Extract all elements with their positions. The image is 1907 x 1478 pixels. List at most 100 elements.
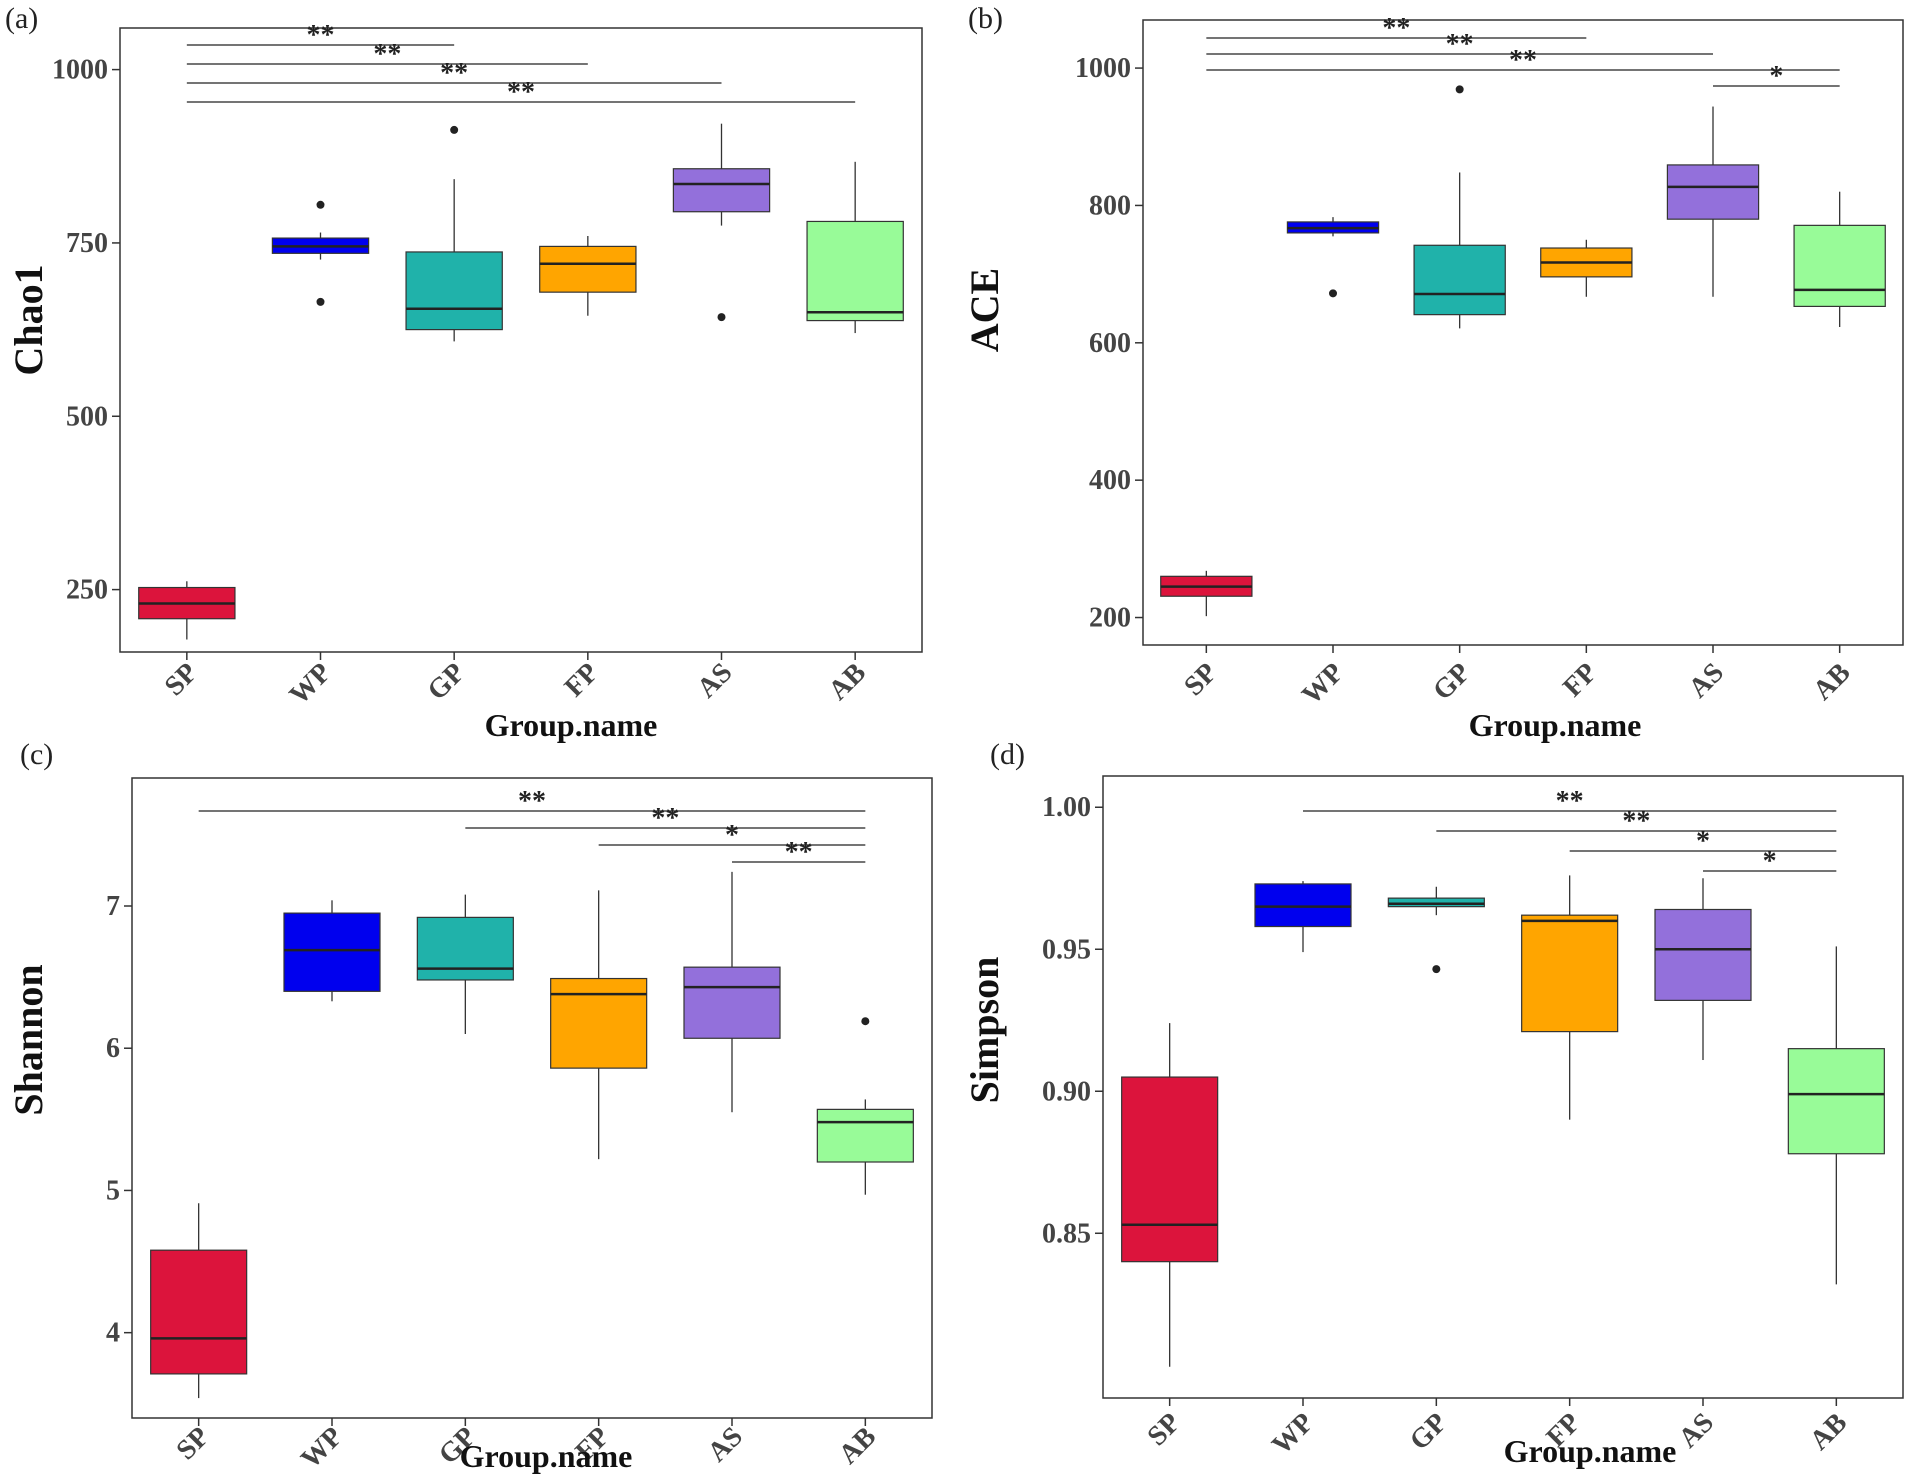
- box-body: [416, 916, 514, 981]
- box-GP: [1387, 886, 1485, 974]
- significance-bar: **: [1206, 29, 1713, 60]
- x-tick-label: FP: [559, 657, 605, 703]
- box-body: [672, 168, 771, 213]
- y-tick-label: 0.95: [1042, 934, 1091, 965]
- y-axis-title: Simpson: [962, 957, 1007, 1104]
- box-body: [683, 966, 781, 1039]
- box-SP: [150, 1203, 248, 1399]
- y-axis-title: Chao1: [6, 264, 51, 375]
- significance-bar: **: [186, 20, 455, 51]
- box-body: [1654, 908, 1752, 1001]
- box-body: [1666, 164, 1760, 220]
- significance-bar: **: [186, 77, 856, 108]
- box-body: [806, 220, 904, 322]
- x-axis-title: Group.name: [1469, 707, 1642, 743]
- x-tick-label: AB: [823, 657, 872, 706]
- x-axis-title: Group.name: [460, 1438, 633, 1474]
- y-tick-label: 600: [1089, 328, 1131, 359]
- box-AB: [1793, 191, 1886, 328]
- significance-label: **: [651, 803, 679, 834]
- significance-label: **: [1556, 786, 1584, 817]
- box-FP: [1540, 239, 1633, 297]
- box-body: [539, 245, 637, 293]
- x-tick-label: SP: [1142, 1407, 1187, 1452]
- significance-label: **: [1446, 29, 1474, 60]
- box-WP: [283, 900, 381, 1002]
- significance-label: *: [725, 820, 739, 851]
- x-tick-label: WP: [284, 657, 338, 711]
- panel-label: (c): [20, 738, 53, 771]
- significance-label: **: [307, 20, 335, 51]
- x-tick-label: WP: [1266, 1407, 1320, 1461]
- significance-label: **: [1382, 13, 1410, 44]
- box-body: [283, 912, 381, 992]
- significance-bar: *: [1703, 846, 1837, 877]
- x-tick-label: AB: [833, 1421, 882, 1470]
- x-tick-label: WP: [1296, 657, 1350, 711]
- significance-bar: **: [198, 786, 866, 817]
- y-tick-label: 0.85: [1042, 1218, 1091, 1249]
- significance-label: **: [373, 39, 401, 70]
- box-SP: [138, 581, 236, 640]
- significance-label: **: [440, 58, 468, 89]
- box-GP: [1413, 85, 1506, 329]
- x-tick-label: GP: [422, 657, 471, 706]
- outlier-point: [1455, 85, 1464, 94]
- y-tick-label: 5: [106, 1175, 120, 1206]
- y-axis-title: Shannon: [6, 964, 51, 1115]
- y-tick-label: 750: [66, 228, 108, 259]
- box-AB: [806, 161, 904, 334]
- x-tick-label: FP: [1557, 657, 1603, 703]
- y-axis-title: ACE: [962, 268, 1007, 352]
- plot-frame: [119, 27, 923, 653]
- significance-label: **: [518, 786, 546, 817]
- x-tick-label: SP: [1178, 657, 1223, 702]
- y-tick-label: 7: [106, 891, 120, 922]
- y-tick-label: 0.90: [1042, 1076, 1091, 1107]
- box-SP: [1160, 570, 1253, 617]
- box-body: [816, 1108, 914, 1163]
- y-tick-label: 200: [1089, 603, 1131, 634]
- chart-panel-b: (b) 200 400 600 800 1000 SP WP GP FP AS AB Group.nam…: [962, 2, 1904, 743]
- box-AB: [1787, 946, 1885, 1285]
- box-GP: [405, 125, 503, 342]
- x-tick-label: WP: [295, 1421, 349, 1475]
- box-FP: [550, 890, 648, 1160]
- x-tick-label: AB: [1807, 657, 1856, 706]
- box-body: [405, 251, 503, 331]
- y-tick-label: 800: [1089, 190, 1131, 221]
- significance-bar: *: [1569, 826, 1837, 857]
- box-FP: [539, 236, 637, 316]
- significance-label: **: [507, 77, 535, 108]
- significance-label: *: [1696, 826, 1710, 857]
- panel-label: (d): [990, 738, 1025, 771]
- y-tick-label: 4: [106, 1318, 120, 1349]
- significance-bar: **: [1206, 45, 1840, 76]
- significance-label: **: [1509, 45, 1537, 76]
- x-axis-title: Group.name: [1504, 1433, 1677, 1469]
- y-tick-label: 1000: [1075, 53, 1131, 84]
- x-tick-label: AS: [691, 657, 738, 704]
- box-body: [550, 977, 648, 1069]
- outlier-point: [450, 125, 459, 134]
- outlier-point: [717, 313, 726, 322]
- box-body: [1387, 897, 1485, 908]
- plot-frame: [1102, 775, 1904, 1399]
- box-AS: [1654, 878, 1752, 1061]
- plot-frame: [1142, 19, 1904, 646]
- significance-label: **: [785, 837, 813, 868]
- significance-bar: **: [1206, 13, 1587, 44]
- significance-bar: **: [1303, 786, 1837, 817]
- significance-bar: **: [186, 39, 588, 70]
- box-body: [1413, 244, 1506, 316]
- box-GP: [416, 894, 514, 1034]
- y-tick-label: 6: [106, 1033, 120, 1064]
- box-body: [1793, 224, 1886, 308]
- plot-frame: [131, 777, 933, 1419]
- box-AS: [672, 123, 771, 322]
- y-tick-label: 1.00: [1042, 792, 1091, 823]
- significance-label: *: [1763, 846, 1777, 877]
- box-body: [1254, 883, 1352, 928]
